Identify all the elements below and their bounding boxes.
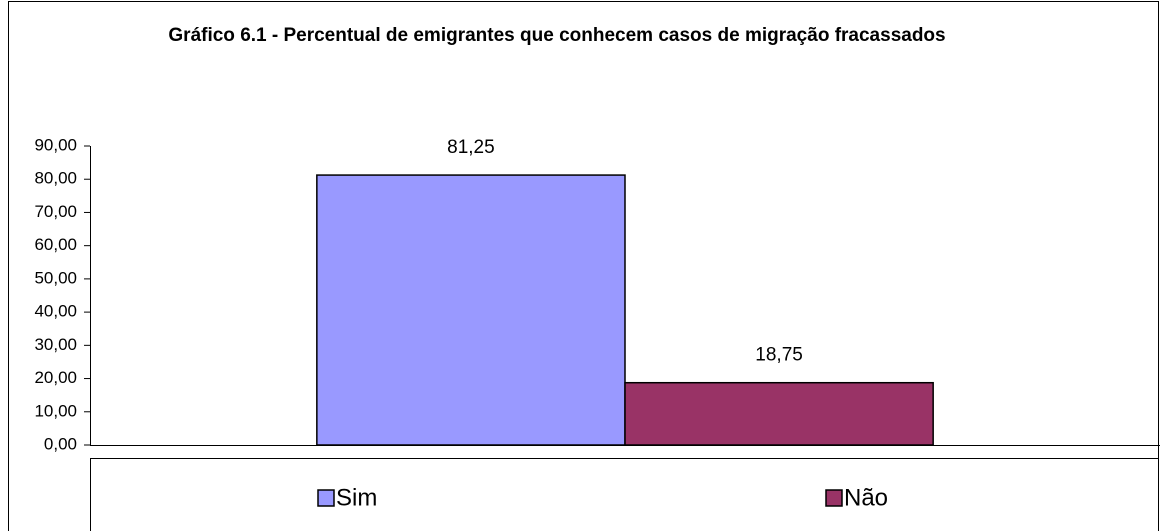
legend-box [90, 458, 1159, 531]
y-tick-label: 90,00 [34, 135, 77, 154]
chart-frame [8, 1, 1159, 531]
y-tick-label: 10,00 [34, 401, 77, 420]
legend-label: Sim [336, 484, 377, 511]
y-tick-label: 40,00 [34, 302, 77, 321]
y-tick-label: 50,00 [34, 268, 77, 287]
bar [624, 381, 934, 446]
y-tick-label: 70,00 [34, 202, 77, 221]
data-label: 81,25 [447, 137, 495, 158]
chart-title: Gráfico 6.1 - Percentual de emigrantes q… [168, 25, 946, 46]
data-label: 18,75 [755, 345, 803, 366]
bar [316, 174, 626, 446]
legend-swatch [317, 489, 335, 507]
legend-swatch [825, 489, 843, 507]
y-tick-label: 60,00 [34, 235, 77, 254]
y-tick-label: 0,00 [44, 434, 77, 453]
y-tick-label: 80,00 [34, 169, 77, 188]
y-tick-label: 20,00 [34, 368, 77, 387]
legend-label: Não [844, 484, 888, 511]
y-tick-label: 30,00 [34, 335, 77, 354]
